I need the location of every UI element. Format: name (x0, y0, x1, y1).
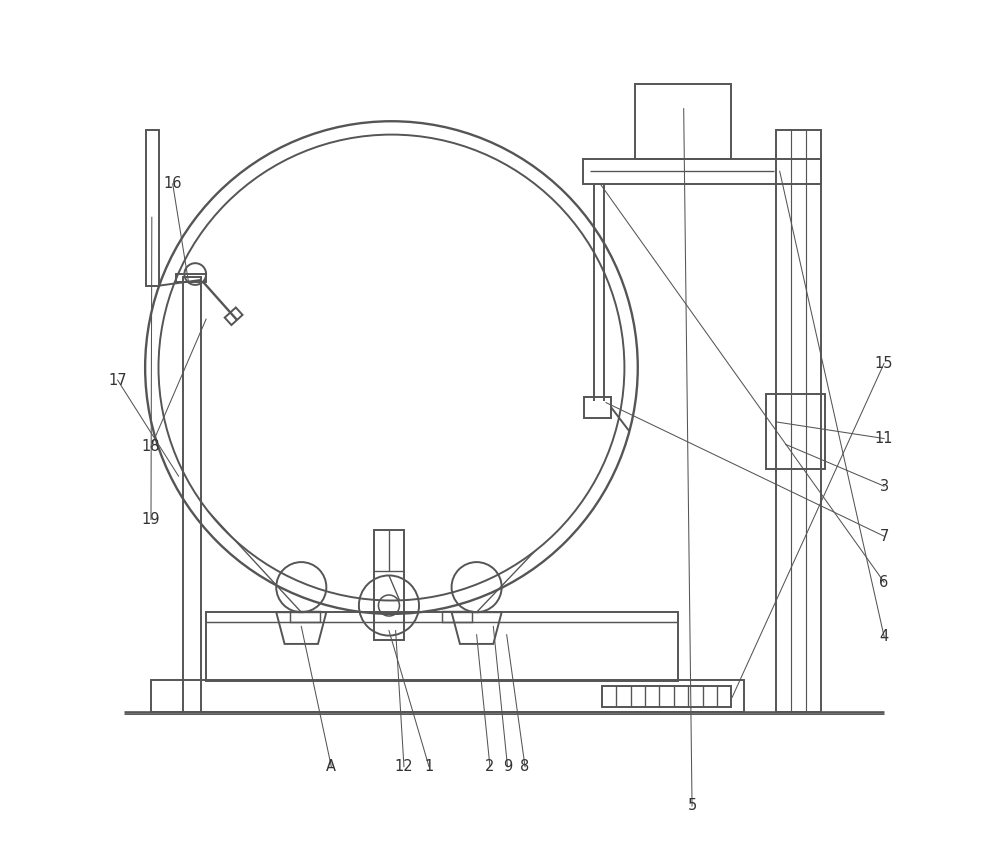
Text: 18: 18 (142, 440, 160, 454)
Bar (635, 83, 731, 158)
Text: 8: 8 (520, 759, 530, 774)
Bar (602, 686, 731, 707)
Bar (584, 397, 611, 417)
Bar (776, 130, 821, 711)
Bar (442, 611, 472, 622)
Bar (206, 613, 678, 681)
Text: 4: 4 (879, 629, 889, 644)
Bar (183, 278, 201, 711)
Text: 6: 6 (879, 574, 889, 590)
Bar (290, 611, 320, 622)
Text: 16: 16 (163, 176, 182, 192)
Text: 3: 3 (880, 479, 889, 493)
Text: 2: 2 (485, 759, 495, 774)
Text: 15: 15 (875, 356, 893, 371)
Text: 11: 11 (875, 431, 893, 446)
Text: 12: 12 (395, 759, 413, 774)
Text: 5: 5 (687, 798, 697, 814)
Bar (151, 680, 744, 711)
Bar (374, 530, 404, 640)
Text: 1: 1 (424, 759, 434, 774)
Text: 19: 19 (142, 512, 160, 527)
Bar (766, 394, 825, 469)
Text: 17: 17 (108, 372, 127, 388)
Bar (146, 130, 159, 285)
Text: 7: 7 (879, 529, 889, 544)
Bar (176, 274, 206, 282)
Bar (583, 158, 821, 184)
Text: 9: 9 (503, 759, 512, 774)
Text: A: A (326, 759, 336, 774)
